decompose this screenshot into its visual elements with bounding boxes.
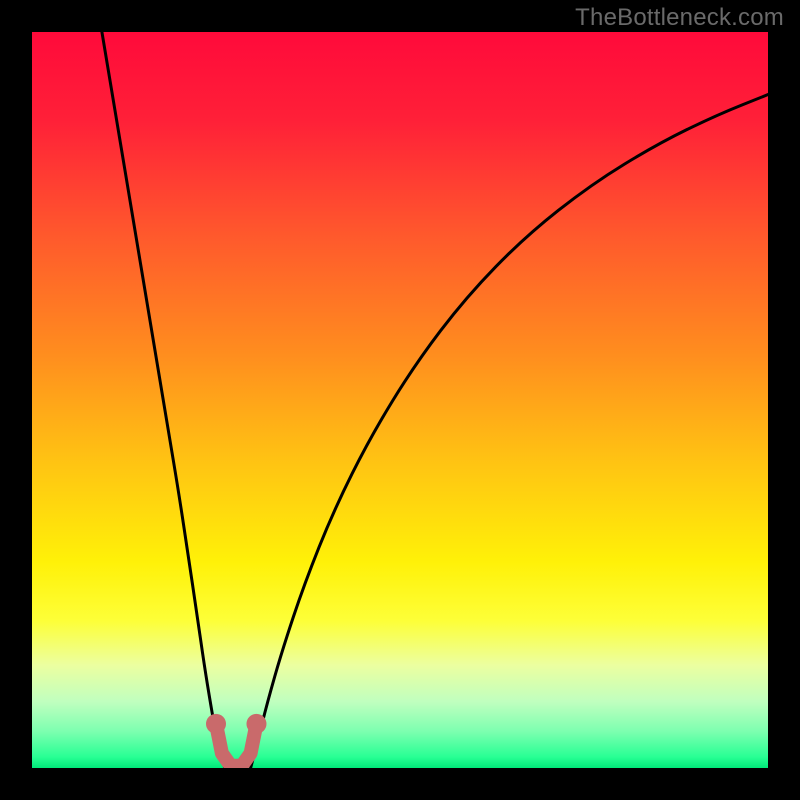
valley-marker-dot-right (246, 714, 266, 734)
plot-background (32, 32, 768, 768)
stage: TheBottleneck.com (0, 0, 800, 800)
plot-svg (0, 0, 800, 800)
valley-marker-dot-left (206, 714, 226, 734)
watermark-text: TheBottleneck.com (575, 4, 784, 32)
